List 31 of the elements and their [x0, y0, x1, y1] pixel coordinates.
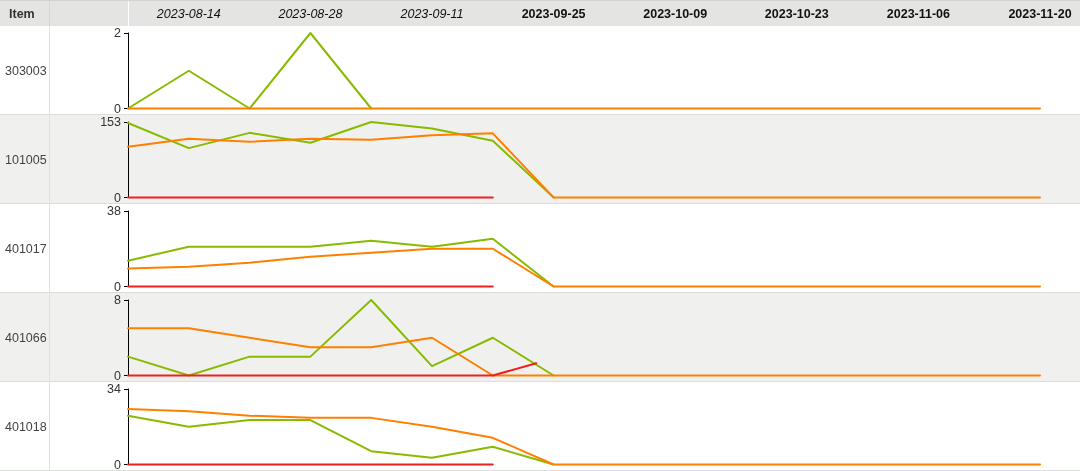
text: 401066	[5, 330, 47, 345]
y-tick-label: 34	[107, 382, 122, 396]
line-series	[127, 132, 1041, 199]
x-tick-label: 2023-08-14	[155, 6, 221, 21]
text: 401018	[5, 419, 47, 434]
y-tick-label: 0	[114, 190, 122, 205]
x-tick-label: 2023-11-20	[1008, 6, 1072, 21]
text: 101005	[5, 152, 47, 167]
y-tick-label: 0	[114, 457, 122, 471]
text: 303003	[5, 63, 47, 78]
line-series	[127, 247, 1041, 288]
y-tick-label: 0	[114, 368, 122, 383]
x-tick-label: 2023-09-11	[399, 6, 464, 21]
line-series	[127, 407, 1041, 466]
y-tick-label: 8	[114, 293, 122, 307]
line-series	[127, 299, 555, 377]
line-series	[127, 327, 1041, 377]
x-tick-label: 2023-09-25	[521, 6, 586, 21]
x-tick-label: 2023-08-28	[277, 6, 343, 21]
y-tick-label: 0	[114, 279, 122, 294]
line-series	[127, 121, 555, 199]
y-tick-label: 0	[114, 101, 122, 116]
y-tick-label: 2	[114, 26, 122, 40]
text: 401017	[5, 241, 47, 256]
y-tick-label: 153	[100, 115, 122, 129]
text: Item	[9, 6, 35, 21]
x-tick-label: 2023-10-23	[764, 6, 829, 21]
x-tick-label: 2023-10-09	[643, 6, 708, 21]
line-series	[127, 237, 555, 288]
y-tick-label: 38	[107, 204, 122, 218]
x-tick-label: 2023-11-06	[886, 6, 951, 21]
